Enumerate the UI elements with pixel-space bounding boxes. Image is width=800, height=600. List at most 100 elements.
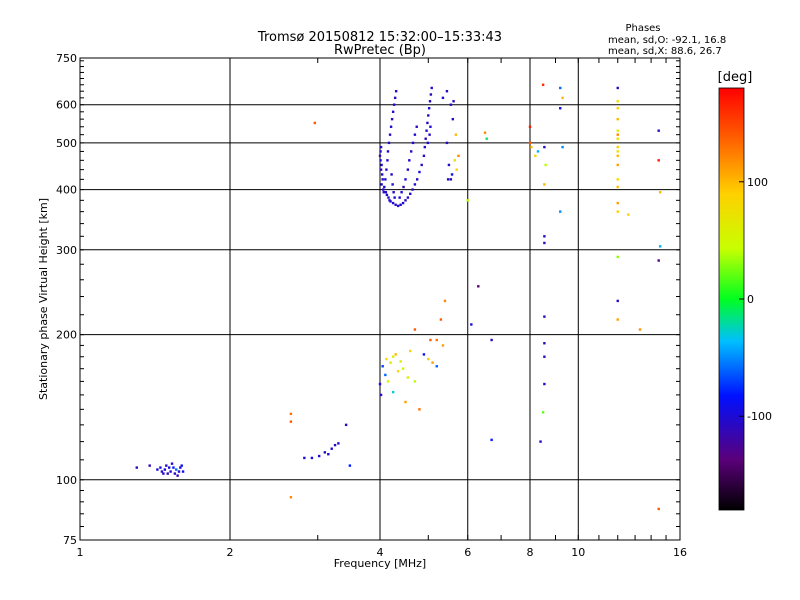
data-point bbox=[477, 285, 480, 288]
data-point bbox=[616, 145, 619, 149]
data-point bbox=[404, 400, 407, 404]
y-tick-label: 300 bbox=[56, 244, 77, 257]
data-point bbox=[386, 150, 390, 153]
data-point bbox=[409, 192, 412, 196]
data-point bbox=[413, 183, 417, 186]
data-point bbox=[148, 464, 151, 467]
data-point bbox=[399, 360, 402, 363]
data-point bbox=[446, 178, 450, 181]
data-point bbox=[169, 470, 172, 473]
colorbar-tick-label: 0 bbox=[747, 293, 754, 306]
data-point bbox=[413, 380, 417, 383]
data-point bbox=[435, 365, 438, 368]
colorbar-tick-label: 100 bbox=[747, 176, 768, 189]
data-point bbox=[616, 150, 619, 153]
data-point bbox=[176, 474, 179, 477]
data-point bbox=[658, 191, 662, 194]
data-point bbox=[657, 129, 660, 132]
data-point bbox=[543, 382, 546, 386]
data-point bbox=[411, 188, 414, 191]
data-point bbox=[402, 185, 405, 189]
data-point bbox=[435, 338, 438, 342]
data-point bbox=[616, 299, 619, 303]
data-point bbox=[392, 103, 396, 106]
y-tick-label: 500 bbox=[56, 137, 77, 150]
data-point bbox=[160, 470, 164, 473]
x-tick-label: 1 bbox=[77, 546, 84, 559]
data-point bbox=[413, 133, 417, 136]
data-point bbox=[385, 193, 389, 197]
y-tick-label: 200 bbox=[56, 329, 77, 342]
data-point bbox=[418, 408, 421, 411]
data-point bbox=[411, 141, 415, 145]
phases-heading: Phases bbox=[625, 23, 660, 34]
data-point bbox=[543, 342, 546, 345]
data-point bbox=[616, 210, 619, 213]
data-point bbox=[616, 117, 619, 121]
data-point bbox=[454, 133, 458, 136]
data-point bbox=[470, 323, 473, 326]
y-tick-label: 750 bbox=[56, 52, 77, 65]
data-point bbox=[559, 86, 562, 90]
data-point bbox=[179, 466, 182, 469]
data-point bbox=[426, 121, 429, 125]
data-point bbox=[386, 159, 389, 162]
data-point bbox=[378, 382, 382, 386]
data-point bbox=[541, 83, 545, 86]
axis-ticks: 1 2 4 6 8 10 16 75 100 200 300 400 500 600 750 bbox=[56, 52, 687, 559]
data-point bbox=[394, 353, 397, 356]
x-tick-label: 4 bbox=[377, 546, 384, 559]
data-point bbox=[389, 200, 392, 203]
data-point bbox=[310, 456, 314, 460]
data-point bbox=[452, 100, 455, 103]
data-point bbox=[330, 447, 333, 450]
data-point bbox=[393, 96, 397, 100]
colorbar-label: [deg] bbox=[718, 70, 753, 85]
data-point bbox=[449, 178, 453, 181]
data-point bbox=[657, 159, 660, 162]
data-point bbox=[415, 125, 418, 128]
data-point bbox=[404, 199, 407, 202]
data-point bbox=[317, 454, 321, 458]
data-point bbox=[379, 150, 382, 153]
data-point bbox=[386, 380, 390, 383]
data-point bbox=[289, 420, 293, 423]
data-point bbox=[561, 96, 564, 100]
data-point bbox=[530, 145, 533, 149]
data-point bbox=[453, 159, 456, 162]
data-point bbox=[394, 90, 398, 93]
y-tick-label: 400 bbox=[56, 184, 77, 197]
data-point bbox=[422, 154, 426, 158]
data-point bbox=[430, 86, 433, 90]
data-point bbox=[289, 412, 293, 416]
data-point bbox=[387, 141, 391, 145]
data-point bbox=[426, 141, 430, 145]
colorbar-tick-label: -100 bbox=[747, 410, 772, 423]
data-point bbox=[441, 96, 445, 100]
data-point bbox=[379, 168, 383, 171]
data-point bbox=[445, 90, 449, 93]
data-point bbox=[391, 390, 395, 394]
plot-frame bbox=[79, 57, 681, 541]
data-point bbox=[385, 357, 388, 361]
data-point bbox=[420, 163, 423, 167]
data-point bbox=[390, 117, 394, 121]
data-point bbox=[559, 210, 562, 213]
data-point bbox=[534, 154, 537, 158]
data-point bbox=[559, 107, 562, 110]
data-point bbox=[391, 355, 395, 358]
data-point bbox=[422, 353, 426, 356]
phases-x-mean: mean, sd,X: 88.6, 26.7 bbox=[608, 46, 722, 57]
data-point bbox=[379, 159, 382, 162]
data-point bbox=[616, 201, 619, 205]
data-point bbox=[415, 178, 419, 181]
colorbar-ticks: 100 0 -100 bbox=[739, 176, 772, 423]
data-point bbox=[401, 201, 405, 205]
data-point bbox=[380, 163, 383, 167]
chart-title: Tromsø 20150812 15:32:00–15:33:43 bbox=[257, 30, 502, 45]
data-point bbox=[408, 159, 411, 162]
data-point bbox=[384, 373, 387, 377]
data-point bbox=[388, 133, 392, 136]
data-point bbox=[135, 466, 138, 469]
data-point bbox=[180, 464, 183, 467]
